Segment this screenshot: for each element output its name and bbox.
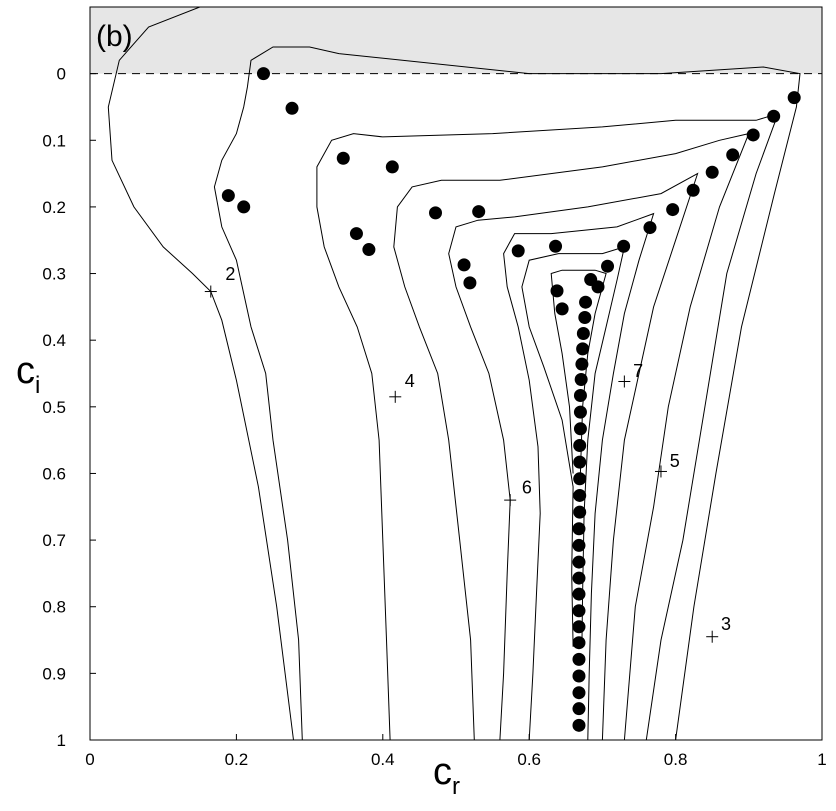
contour-marks: 2 4 6 7 5 3 bbox=[204, 264, 731, 643]
y-tick-label: 0.4 bbox=[42, 331, 66, 350]
eigenvalue-point bbox=[767, 109, 781, 123]
contour-label-3: 3 bbox=[721, 614, 731, 634]
eigenvalue-points bbox=[221, 67, 801, 732]
eigenvalue-point bbox=[726, 148, 740, 162]
eigenvalue-point bbox=[617, 239, 631, 253]
y-tick-label: 0.2 bbox=[42, 198, 66, 217]
eigenvalue-point bbox=[555, 302, 569, 316]
contour-line-1 bbox=[107, 7, 294, 740]
eigenvalue-point bbox=[336, 151, 350, 165]
eigenvalue-point bbox=[572, 587, 586, 601]
eigenvalue-point bbox=[573, 422, 587, 436]
x-tick-label: 0.2 bbox=[225, 750, 249, 769]
eigenvalue-point bbox=[573, 505, 587, 519]
eigenvalue-point bbox=[573, 388, 587, 402]
eigenvalue-point bbox=[574, 372, 588, 386]
contour-line-4 bbox=[393, 132, 750, 740]
eigenvalue-point bbox=[572, 652, 586, 666]
contour-line-5 bbox=[448, 172, 699, 740]
eigenvalue-point bbox=[787, 91, 801, 105]
panel-label: (b) bbox=[96, 20, 133, 53]
eigenvalue-point bbox=[601, 259, 615, 273]
y-tick-label: 0.8 bbox=[42, 598, 66, 617]
eigenvalue-point bbox=[705, 165, 719, 179]
eigenvalue-point bbox=[578, 311, 592, 325]
eigenvalue-point bbox=[573, 488, 587, 502]
eigenvalue-point bbox=[429, 206, 443, 220]
y-axis-label: ci bbox=[16, 350, 40, 399]
eigenvalue-point bbox=[457, 258, 471, 272]
contour-line-7 bbox=[521, 246, 626, 647]
x-tick-label: 1 bbox=[817, 750, 826, 769]
eigenvalue-point bbox=[573, 455, 587, 469]
eigenvalue-point bbox=[349, 227, 363, 241]
eigenvalue-point bbox=[575, 357, 589, 371]
eigenvalue-point bbox=[550, 284, 564, 298]
eigenvalue-point bbox=[237, 200, 251, 214]
contour-line-3 bbox=[316, 112, 779, 740]
eigenvalue-point bbox=[572, 555, 586, 569]
eigenvalue-point bbox=[572, 571, 586, 585]
y-tick-label: 0.1 bbox=[42, 131, 66, 150]
eigenvalue-point bbox=[572, 522, 586, 536]
eigenvalue-point bbox=[572, 702, 586, 716]
y-tick-label: 0 bbox=[57, 65, 66, 84]
eigenvalue-point bbox=[463, 276, 477, 290]
x-tick-label: 0.4 bbox=[371, 750, 395, 769]
eigenvalue-point bbox=[572, 718, 586, 732]
eigenvalue-point bbox=[572, 686, 586, 700]
x-tick-label: 0 bbox=[85, 750, 94, 769]
eigenvalue-point bbox=[643, 221, 657, 235]
x-tick-label: 0.8 bbox=[664, 750, 688, 769]
y-tick-label: 0.6 bbox=[42, 464, 66, 483]
y-tick-label: 0.5 bbox=[42, 398, 66, 417]
eigenvalue-point bbox=[576, 342, 590, 356]
contour-lines bbox=[107, 7, 801, 740]
contour-label-7: 7 bbox=[633, 361, 643, 381]
y-tick-label: 0.7 bbox=[42, 531, 66, 550]
eigenvalue-point bbox=[666, 203, 680, 217]
x-tick-label: 0.6 bbox=[517, 750, 541, 769]
eigenvalue-point bbox=[591, 280, 605, 294]
eigenvalue-point bbox=[746, 128, 760, 142]
eigenvalue-point bbox=[573, 438, 587, 452]
eigenvalue-point bbox=[579, 295, 593, 309]
eigenvalue-point bbox=[511, 244, 525, 258]
y-tick-label: 0.9 bbox=[42, 664, 66, 683]
eigenvalue-point bbox=[472, 205, 486, 219]
contour-label-2: 2 bbox=[225, 264, 235, 284]
eigenvalue-point bbox=[572, 636, 586, 650]
contour-label-4: 4 bbox=[405, 371, 415, 391]
eigenvalue-point bbox=[549, 239, 563, 253]
contour-label-6: 6 bbox=[522, 477, 532, 497]
unstable-region-shading bbox=[90, 7, 822, 74]
contour-line-2 bbox=[213, 46, 801, 740]
contour-line-6 bbox=[503, 212, 655, 740]
eigenvalue-point bbox=[572, 538, 586, 552]
eigenvalue-point bbox=[221, 189, 235, 203]
x-axis-label: cr bbox=[433, 751, 460, 800]
y-tick-label: 1 bbox=[57, 731, 66, 750]
y-tick-label: 0.3 bbox=[42, 265, 66, 284]
y-axis-ticks: 0 0.1 0.2 0.3 0.4 0.5 0.6 0.7 0.8 0.9 1 bbox=[42, 65, 96, 750]
eigenvalue-point bbox=[385, 160, 399, 174]
eigenvalue-point bbox=[256, 67, 270, 81]
eigenvalue-point bbox=[572, 604, 586, 618]
eigenvalue-point bbox=[576, 327, 590, 341]
eigenvalue-point bbox=[572, 669, 586, 683]
plot-frame bbox=[89, 6, 823, 741]
eigenvalue-point bbox=[573, 472, 587, 486]
contour-label-5: 5 bbox=[670, 451, 680, 471]
eigenvalue-point bbox=[573, 405, 587, 419]
x-axis-ticks: 0 0.2 0.4 0.6 0.8 1 bbox=[85, 734, 827, 769]
eigenvalue-point bbox=[686, 183, 700, 197]
eigenvalue-point bbox=[362, 243, 376, 257]
eigenvalue-point bbox=[285, 101, 299, 115]
eigenvalue-point bbox=[572, 620, 586, 634]
